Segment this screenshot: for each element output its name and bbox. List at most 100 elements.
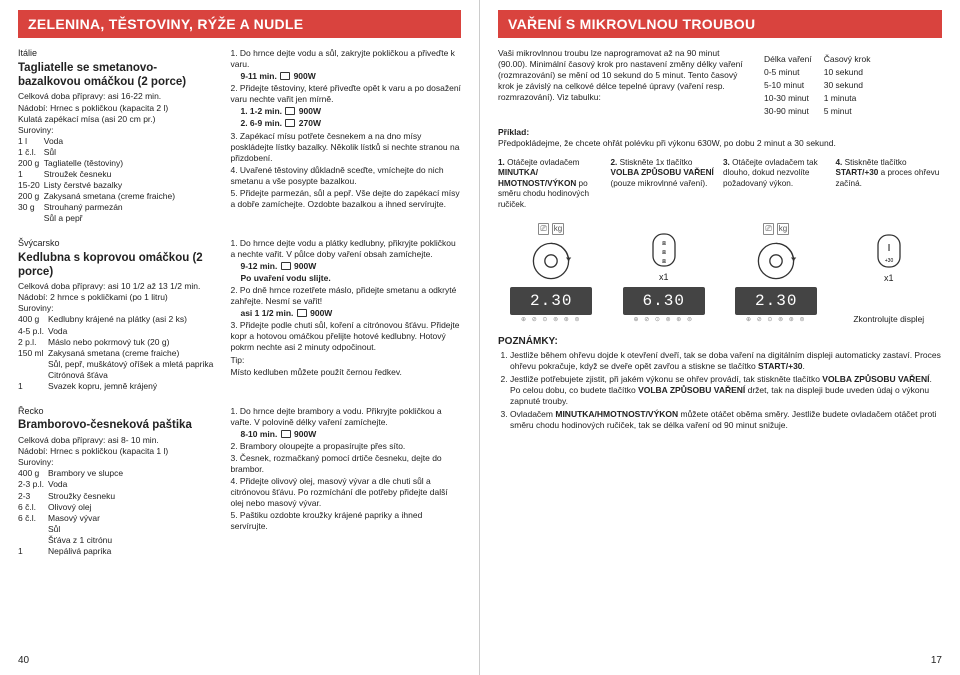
recipe-left-col: Švýcarsko Kedlubna s koprovou omáčkou (2 … <box>18 238 218 392</box>
ingredients-label: Suroviny: <box>18 457 218 468</box>
recipe-block: Švýcarsko Kedlubna s koprovou omáčkou (2 … <box>18 238 461 392</box>
table-row: Citrónová šťáva <box>18 370 217 381</box>
table-row: 400 gBrambory ve slupce <box>18 468 127 479</box>
table-row: 1Svazek kopru, jemně krájený <box>18 381 217 392</box>
x1-label-1: x1 <box>659 272 669 284</box>
recipe-block: ItálieTagliatelle se smetanovo-bazalkovo… <box>18 48 461 224</box>
instruction-line: 5. Paštiku ozdobte kroužky krájené papri… <box>230 510 461 532</box>
example-label: Příklad: <box>498 127 529 137</box>
table-row: 30-90 minut5 minut <box>764 106 880 117</box>
display-1: 2.30 <box>510 287 592 315</box>
notes-title: POZNÁMKY: <box>498 335 942 348</box>
table-row: 5-10 minut30 sekund <box>764 80 880 91</box>
svg-text:⧈: ⧈ <box>662 241 666 247</box>
intro-text: Vaši mikrovlnnou troubu lze naprogramova… <box>498 48 750 103</box>
steps-row: 1. Otáčejte ovladačem MINUTKA/HMOTNOST/V… <box>498 158 942 211</box>
note-item: Jestliže během ohřevu dojde k otevření d… <box>510 350 942 372</box>
ingredients-label: Suroviny: <box>18 303 218 314</box>
instruction-line: 1. Do hrnce dejte vodu a plátky kedlubny… <box>230 238 461 260</box>
instruction-line: 9-12 min. 900W <box>230 261 461 272</box>
ingredients-table: 400 gBrambory ve slupce2-3 p.l.Voda2-3St… <box>18 468 127 556</box>
dial-icon <box>529 239 573 283</box>
table-row: 200 gZakysaná smetana (creme fraiche) <box>18 191 179 202</box>
svg-text:I: I <box>887 243 890 254</box>
disp-icons-3: ⊕ ⊘ ⊙ ⊚ ⊛ ⊜ <box>746 317 807 325</box>
table-row: 2-3 p.l.Voda <box>18 479 127 490</box>
instruction-line: Tip: <box>230 355 461 366</box>
time-step-table: Délka vaření Časový krok 0-5 minut10 sek… <box>762 52 882 119</box>
prep-time: Celková doba přípravy: asi 8- 10 min. <box>18 435 218 446</box>
country-label: Řecko <box>18 406 218 418</box>
check-display-label: Zkontrolujte displej <box>853 289 924 325</box>
table-row: 400 gKedlubny krájené na plátky (asi 2 k… <box>18 314 217 325</box>
right-page: VAŘENÍ S MIKROVLNOU TROUBOU Vaši mikrovl… <box>480 0 960 675</box>
start-button-icon: I +30 <box>876 233 902 269</box>
table-row: 0-5 minut10 sekund <box>764 67 880 78</box>
tools: Nádobí: Hrnec s pokličkou (kapacita 1 l) <box>18 446 218 457</box>
instruction-line: 1. 1-2 min. 900W <box>230 106 461 117</box>
ingredients-label: Suroviny: <box>18 125 218 136</box>
mini-icons-2: ⎚kg <box>763 223 789 235</box>
svg-text:+30: +30 <box>885 258 894 264</box>
table-row: 1Stroužek česneku <box>18 169 179 180</box>
notes-list: Jestliže během ohřevu dojde k otevření d… <box>498 350 942 431</box>
table-row: 6 č.l.Masový vývar <box>18 513 127 524</box>
prep-time: Celková doba přípravy: asi 10 1/2 až 13 … <box>18 281 218 292</box>
instruction-line: 2. Brambory oloupejte a propasírujte pře… <box>230 441 461 452</box>
table-row: 30 gStrouhaný parmezán <box>18 202 179 213</box>
page-number-left: 40 <box>18 654 29 667</box>
disp-icons-2: ⊕ ⊘ ⊙ ⊚ ⊛ ⊜ <box>634 317 695 325</box>
right-header: VAŘENÍ S MIKROVLNOU TROUBOU <box>498 10 942 38</box>
ingredients-table: 1 lVoda1 č.l.Sůl200 gTagliatelle (těstov… <box>18 136 179 224</box>
recipe-title: Tagliatelle se smetanovo-bazalkovou omáč… <box>18 62 218 90</box>
table-row: Sůl, pepř, muškátový oříšek a mletá papr… <box>18 359 217 370</box>
table-row: Sůl <box>18 524 127 535</box>
recipe-instructions: 1. Do hrnce dejte vodu a plátky kedlubny… <box>230 238 461 392</box>
recipe-left-col: ItálieTagliatelle se smetanovo-bazalkovo… <box>18 48 218 224</box>
instruction-line: Po uvaření vodu slijte. <box>230 273 461 284</box>
display-2: 6.30 <box>623 287 705 315</box>
page-number-right: 17 <box>931 654 942 667</box>
table-row: 15-20Listy čerstvé bazalky <box>18 180 179 191</box>
note-item: Ovladačem MINUTKA/HMOTNOST/VÝKON můžete … <box>510 409 942 431</box>
tools: Nádobí: 2 hrnce s pokličkami (po 1 litru… <box>18 292 218 303</box>
recipe-title: Bramborovo-česneková paštika <box>18 419 218 433</box>
left-header: ZELENINA, TĚSTOVINY, RÝŽE A NUDLE <box>18 10 461 38</box>
dial-icon-2 <box>754 239 798 283</box>
recipe-block: ŘeckoBramborovo-česneková paštika Celková… <box>18 406 461 557</box>
svg-text:⧈: ⧈ <box>662 259 666 265</box>
intro-row: Vaši mikrovlnnou troubu lze naprogramova… <box>498 48 942 119</box>
country-label: Švýcarsko <box>18 238 218 250</box>
instruction-line: 2. 6-9 min. 270W <box>230 118 461 129</box>
controls-row: ⎚kg 2.30 ⊕ ⊘ ⊙ ⊚ ⊛ ⊜ ⧈ ⧈ ⧈ x1 6.30 <box>498 219 942 325</box>
table-row: 10-30 minut1 minuta <box>764 93 880 104</box>
recipes-area: ItálieTagliatelle se smetanovo-bazalkovo… <box>18 48 461 557</box>
note-item: Jestliže potřebujete zjistit, při jakém … <box>510 374 942 407</box>
table-row: Šťáva z 1 citrónu <box>18 535 127 546</box>
recipe-instructions: 1. Do hrnce dejte brambory a vodu. Přikr… <box>230 406 461 557</box>
table-row: 1Nepálivá paprika <box>18 546 127 557</box>
step-col: 2. Stiskněte 1x tlačítko VOLBA ZPŮSOBU V… <box>611 158 718 211</box>
instruction-line: 3. Přidejte podle chuti sůl, koření a ci… <box>230 320 461 353</box>
table-h1: Délka vaření <box>764 54 822 65</box>
recipe-instructions: 1. Do hrnce dejte vodu a sůl, zakryjte p… <box>230 48 461 224</box>
step-col: 4. Stiskněte tlačítko START/+30 a proces… <box>836 158 943 211</box>
step-col: 3. Otáčejte ovladačem tak dlouho, dokud … <box>723 158 830 211</box>
instruction-line: 8-10 min. 900W <box>230 429 461 440</box>
table-row: 4-5 p.l.Voda <box>18 326 217 337</box>
recipe-title: Kedlubna s koprovou omáčkou (2 porce) <box>18 252 218 280</box>
mini-icons-1: ⎚kg <box>538 223 564 235</box>
instruction-line: 3. Zapékací mísu potřete česnekem a na d… <box>230 131 461 164</box>
table-row: Sůl a pepř <box>18 213 179 224</box>
instruction-line: 1. Do hrnce dejte brambory a vodu. Přikr… <box>230 406 461 428</box>
instruction-line: 9-11 min. 900W <box>230 71 461 82</box>
table-row: 1 lVoda <box>18 136 179 147</box>
instruction-line: asi 1 1/2 min. 900W <box>230 308 461 319</box>
recipe-left-col: ŘeckoBramborovo-česneková paštika Celková… <box>18 406 218 557</box>
table-h2: Časový krok <box>824 54 881 65</box>
table-row: 1 č.l.Sůl <box>18 147 179 158</box>
instruction-line: 4. Uvařené těstoviny důkladně sceďte, vm… <box>230 165 461 187</box>
disp-icons-1: ⊕ ⊘ ⊙ ⊚ ⊛ ⊜ <box>521 317 582 325</box>
instruction-line: 2. Přidejte těstoviny, které přiveďte op… <box>230 83 461 105</box>
ingredients-table: 400 gKedlubny krájené na plátky (asi 2 k… <box>18 314 217 391</box>
